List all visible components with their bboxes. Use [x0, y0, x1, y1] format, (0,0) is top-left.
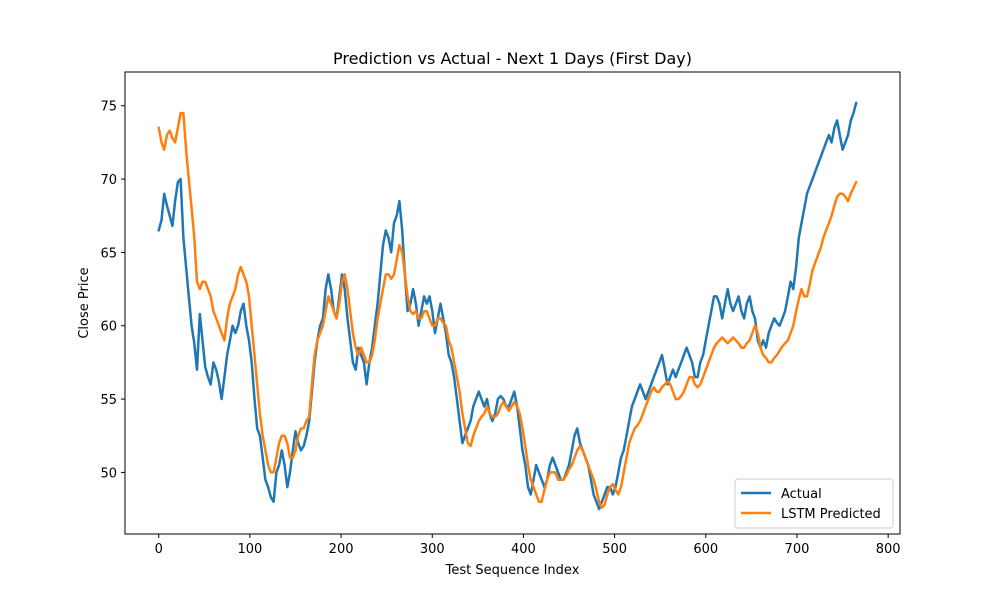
series-line-0: [157, 101, 858, 511]
x-tick-label: 100: [237, 542, 262, 557]
x-tick-label: 200: [329, 542, 354, 557]
x-axis-ticks: 0 100 200 300 400 500 600 700 800: [155, 534, 901, 557]
chart-title: Prediction vs Actual - Next 1 Days (Firs…: [333, 49, 692, 68]
y-axis-title: Close Price: [77, 267, 92, 338]
x-tick-label: 0: [155, 542, 163, 557]
legend-label-0: Actual: [781, 487, 822, 502]
y-tick-label: 55: [100, 393, 117, 408]
x-tick-label: 800: [876, 542, 901, 557]
x-tick-label: 500: [602, 542, 627, 557]
y-tick-label: 50: [100, 466, 117, 481]
plot-area-frame: [124, 71, 901, 535]
series-layer: [157, 101, 858, 511]
y-tick-label: 60: [100, 320, 117, 335]
x-tick-label: 300: [420, 542, 445, 557]
series-line-1: [157, 111, 858, 509]
x-tick-label: 700: [785, 542, 810, 557]
x-tick-label: 400: [511, 542, 536, 557]
y-tick-label: 70: [100, 173, 117, 188]
legend-box: [734, 478, 894, 529]
x-axis-title: Test Sequence Index: [445, 563, 580, 578]
legend-label-1: LSTM Predicted: [781, 507, 881, 522]
y-tick-label: 75: [100, 100, 117, 115]
x-tick-label: 600: [693, 542, 718, 557]
y-tick-label: 65: [100, 246, 117, 261]
y-axis-ticks: 50 55 60 65 70 75: [100, 100, 125, 481]
legend: Actual LSTM Predicted: [734, 478, 894, 529]
